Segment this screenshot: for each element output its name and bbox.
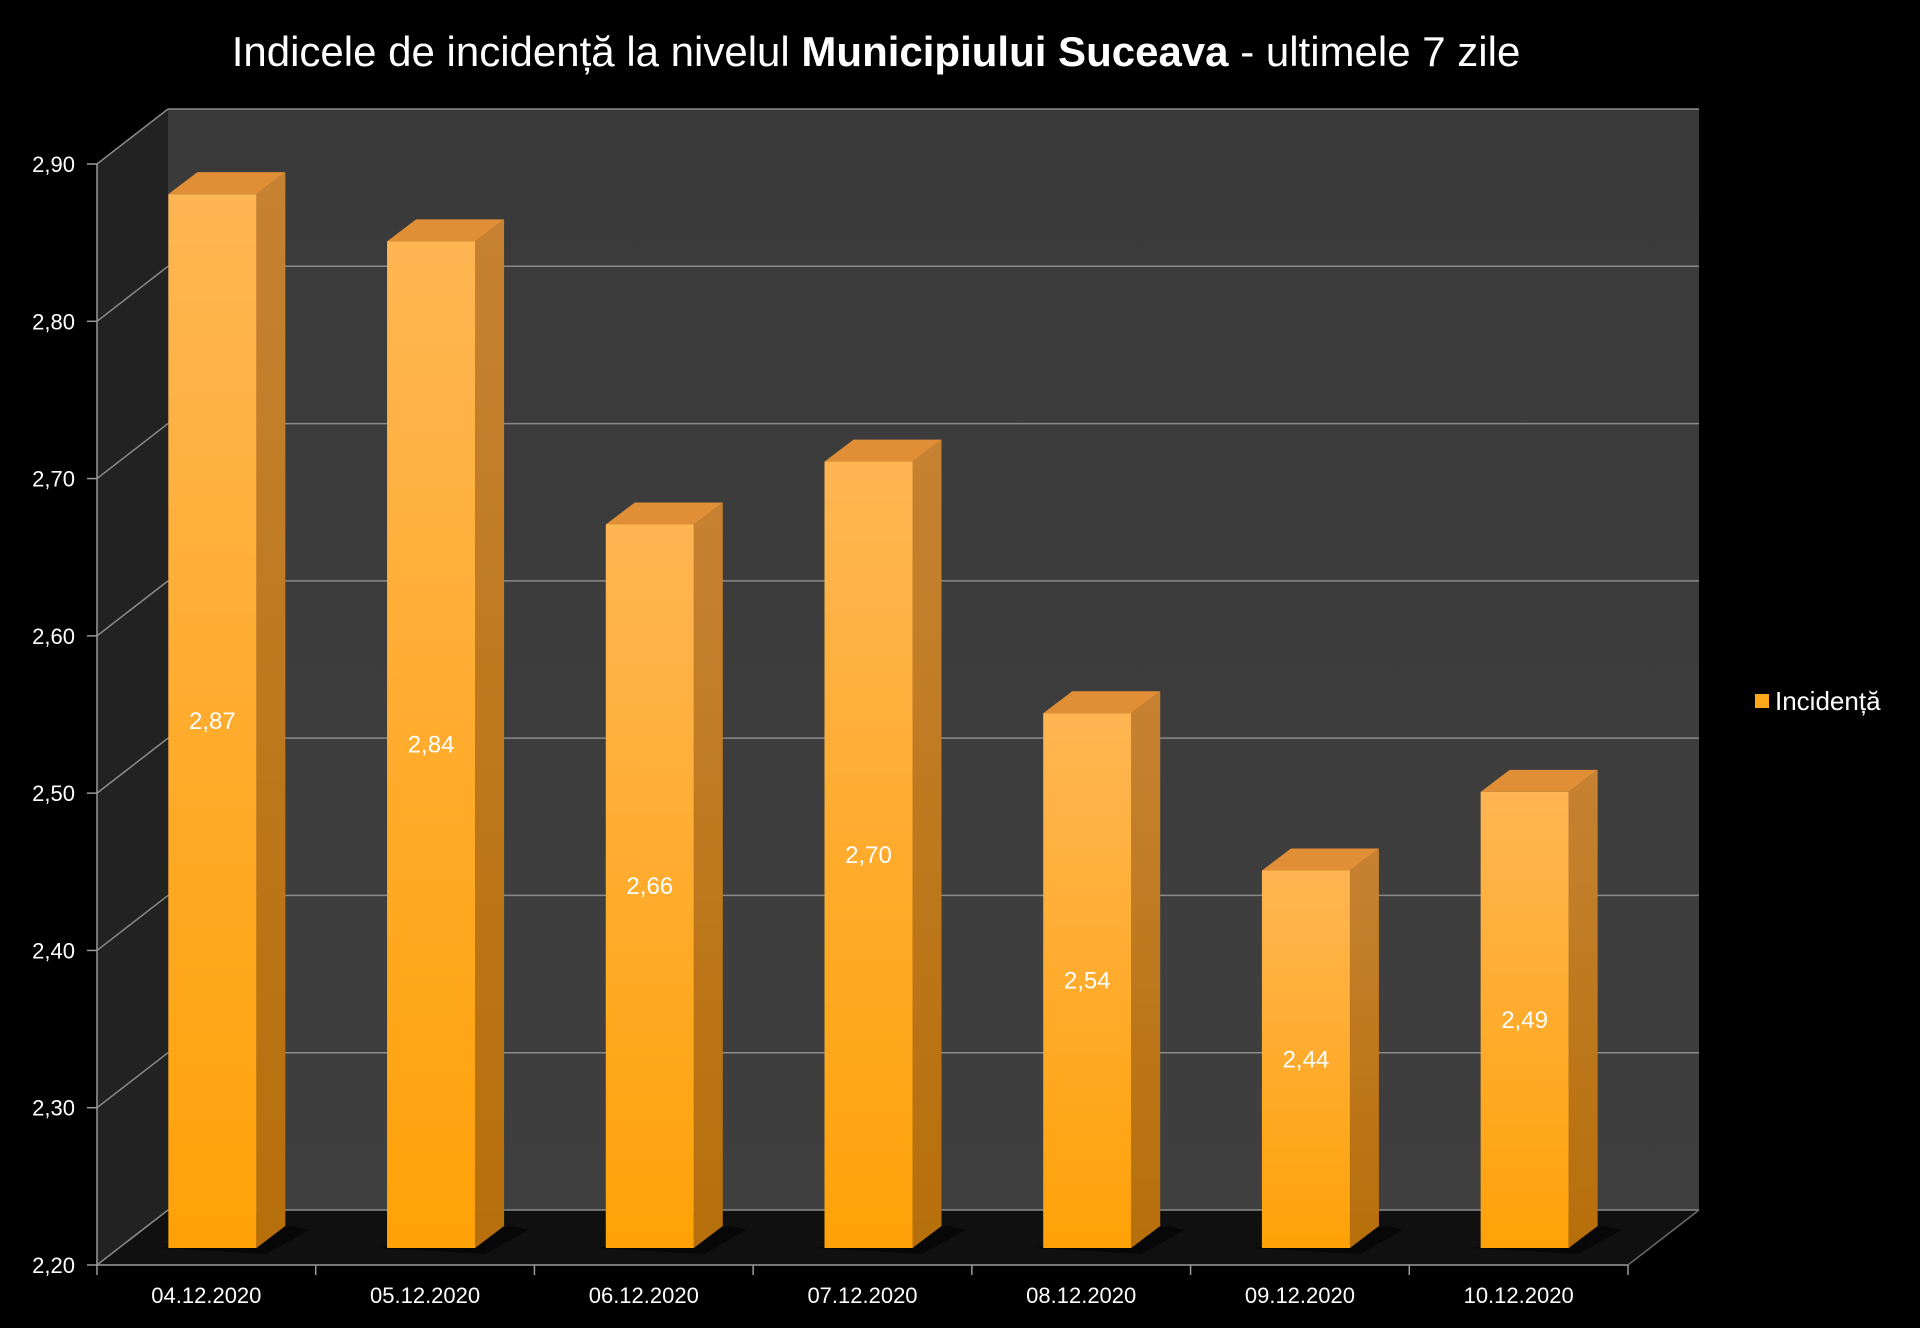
x-tick-label: 07.12.2020 <box>807 1283 917 1308</box>
x-tick-label: 06.12.2020 <box>589 1283 699 1308</box>
chart-title-prefix: Indicele de incidență la nivelul <box>231 28 802 75</box>
bar: 2,44 <box>1253 848 1403 1254</box>
data-label: 2,49 <box>1501 1007 1548 1034</box>
bar-side <box>256 172 286 1249</box>
bar-top <box>1480 769 1598 792</box>
gridline-depth <box>96 1209 169 1266</box>
y-tick-label: 2,20 <box>32 1253 75 1278</box>
legend: Incidență <box>1755 686 1881 716</box>
y-tick-label: 2,30 <box>32 1096 75 1121</box>
legend-swatch <box>1755 694 1769 708</box>
bar-side <box>1349 848 1379 1248</box>
x-tick-label: 09.12.2020 <box>1245 1283 1355 1308</box>
x-axis: 04.12.2020 05.12.2020 06.12.2020 07.12.2020… <box>96 1209 1700 1308</box>
y-tick-label: 2,60 <box>32 624 75 649</box>
y-tick-label: 2,70 <box>32 467 75 492</box>
bar-top <box>168 172 286 195</box>
bar-front <box>1480 791 1569 1248</box>
legend-label: Incidență <box>1775 686 1881 716</box>
bar-top <box>605 502 723 525</box>
x-tick-label: 10.12.2020 <box>1464 1283 1574 1308</box>
bar-side <box>693 502 723 1248</box>
bar: 2,84 <box>379 219 529 1254</box>
gridline-depth <box>96 580 169 637</box>
bar-front <box>605 524 694 1248</box>
side-wall <box>97 109 168 1265</box>
bar-side <box>912 439 942 1249</box>
y-tick-label: 2,90 <box>32 152 75 177</box>
gridline-depth <box>96 894 169 952</box>
bar: 2,87 <box>160 172 310 1254</box>
data-label: 2,70 <box>845 842 892 869</box>
data-label: 2,84 <box>408 732 455 759</box>
bars: 2,87 2,84 2,66 2,70 2,54 2,44 2,49 <box>160 172 1622 1254</box>
bar-side <box>1568 769 1598 1248</box>
data-label: 2,54 <box>1064 968 1111 995</box>
bar-top <box>1261 848 1379 871</box>
bar-top <box>824 439 942 462</box>
bar-top <box>1043 691 1161 714</box>
bar-front <box>824 461 913 1249</box>
gridline-depth <box>96 108 169 165</box>
bar-top <box>387 219 505 242</box>
bar-front <box>1261 870 1350 1248</box>
chart-title-suffix: - ultimele 7 zile <box>1228 28 1521 75</box>
bar-front <box>1043 713 1132 1248</box>
x-axis-depth <box>1627 1209 1700 1266</box>
bar-front <box>168 194 257 1249</box>
bar: 2,49 <box>1472 769 1622 1254</box>
data-label: 2,87 <box>189 708 236 735</box>
bar-side <box>475 219 505 1248</box>
chart-title: Indicele de incidență la nivelul Municip… <box>0 28 1752 76</box>
x-tick-label: 08.12.2020 <box>1026 1283 1136 1308</box>
y-tick-label: 2,50 <box>32 781 75 806</box>
bar: 2,54 <box>1035 691 1185 1254</box>
data-label: 2,66 <box>626 873 673 900</box>
x-tick-label: 04.12.2020 <box>151 1283 261 1308</box>
x-tick-label: 05.12.2020 <box>370 1283 480 1308</box>
y-tick-label: 2,80 <box>32 309 75 334</box>
y-axis: 2,20 2,30 2,40 2,50 2,60 2,70 2,80 2,90 <box>32 152 98 1278</box>
bar-front <box>387 241 476 1248</box>
data-label: 2,44 <box>1283 1046 1330 1073</box>
gridline-depth <box>96 422 169 480</box>
bar-side <box>1131 691 1161 1248</box>
chart-title-bold: Municipiului Suceava <box>801 28 1229 75</box>
gridline-depth <box>96 265 169 322</box>
gridline-depth <box>96 737 169 794</box>
gridline-depth <box>96 1052 169 1109</box>
y-tick-label: 2,40 <box>32 938 75 963</box>
bar: 2,66 <box>597 502 747 1254</box>
bar: 2,70 <box>816 439 966 1254</box>
